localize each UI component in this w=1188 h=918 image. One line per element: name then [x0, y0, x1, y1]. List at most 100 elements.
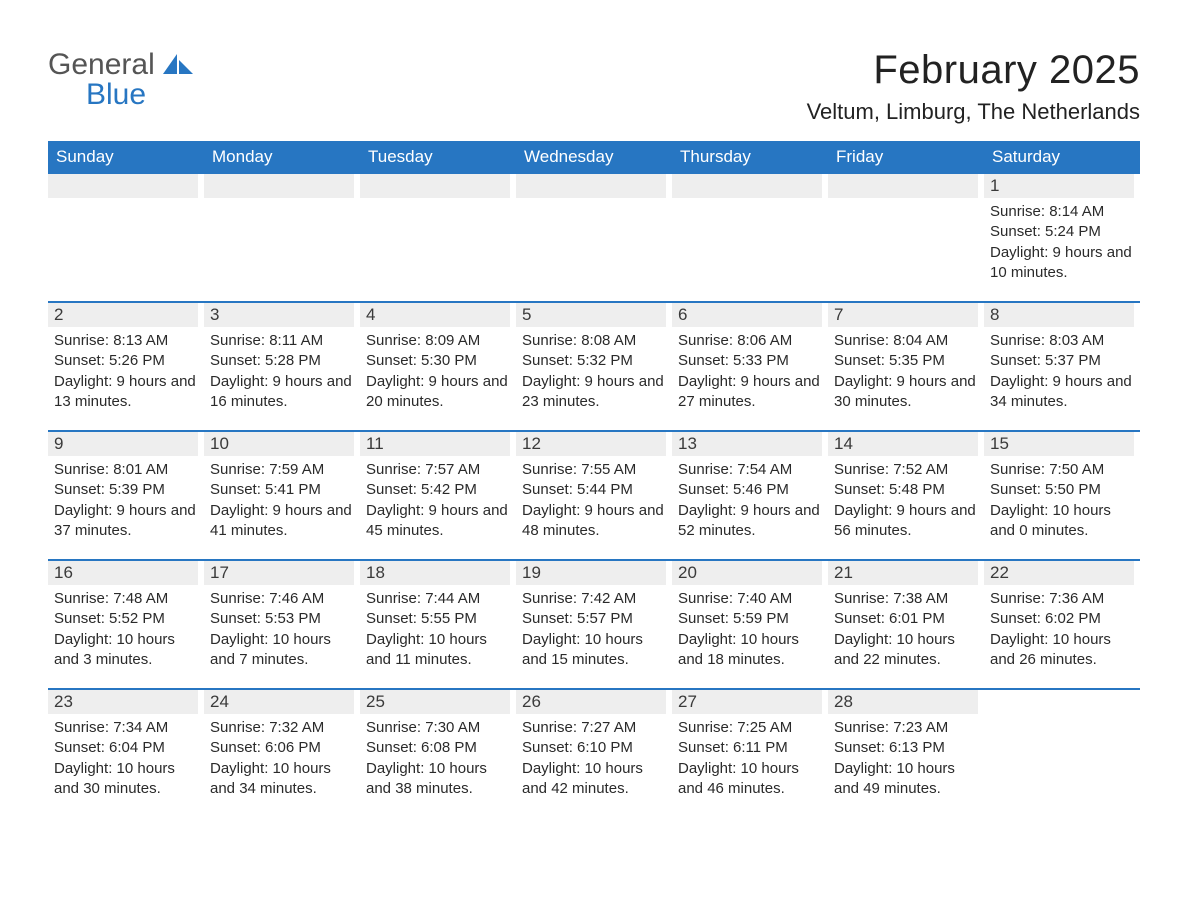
weekday-header: Wednesday [516, 141, 672, 174]
calendar-cell: 20Sunrise: 7:40 AMSunset: 5:59 PMDayligh… [672, 561, 828, 670]
brand-sail-icon [163, 52, 193, 74]
sunset-line: Sunset: 6:08 PM [366, 738, 510, 758]
sunset-line: Sunset: 5:46 PM [678, 480, 822, 500]
daylight-line: Daylight: 9 hours and 48 minutes. [522, 501, 666, 542]
day-number: 4 [360, 303, 510, 327]
day-number: 25 [360, 690, 510, 714]
sunrise-line: Sunrise: 7:27 AM [522, 718, 666, 738]
day-number: 11 [360, 432, 510, 456]
calendar-week: 16Sunrise: 7:48 AMSunset: 5:52 PMDayligh… [48, 559, 1140, 688]
calendar-page: General Blue February 2025 Veltum, Limbu… [0, 0, 1188, 918]
weekday-header: Sunday [48, 141, 204, 174]
day-details: Sunrise: 7:50 AMSunset: 5:50 PMDaylight:… [984, 460, 1134, 541]
day-number: 13 [672, 432, 822, 456]
sunrise-line: Sunrise: 7:59 AM [210, 460, 354, 480]
calendar-cell [828, 174, 984, 283]
day-details: Sunrise: 7:46 AMSunset: 5:53 PMDaylight:… [204, 589, 354, 670]
calendar-weeks: 1Sunrise: 8:14 AMSunset: 5:24 PMDaylight… [48, 174, 1140, 817]
sunrise-line: Sunrise: 7:42 AM [522, 589, 666, 609]
day-details: Sunrise: 7:30 AMSunset: 6:08 PMDaylight:… [360, 718, 510, 799]
sunset-line: Sunset: 6:02 PM [990, 609, 1134, 629]
day-details: Sunrise: 7:32 AMSunset: 6:06 PMDaylight:… [204, 718, 354, 799]
sunset-line: Sunset: 5:26 PM [54, 351, 198, 371]
day-number: 23 [48, 690, 198, 714]
sunrise-line: Sunrise: 8:08 AM [522, 331, 666, 351]
sunset-line: Sunset: 5:55 PM [366, 609, 510, 629]
title-block: February 2025 Veltum, Limburg, The Nethe… [807, 48, 1140, 125]
daylight-line: Daylight: 10 hours and 15 minutes. [522, 630, 666, 671]
day-details: Sunrise: 8:03 AMSunset: 5:37 PMDaylight:… [984, 331, 1134, 412]
sunset-line: Sunset: 5:44 PM [522, 480, 666, 500]
calendar-cell: 3Sunrise: 8:11 AMSunset: 5:28 PMDaylight… [204, 303, 360, 412]
sunset-line: Sunset: 6:11 PM [678, 738, 822, 758]
daylight-line: Daylight: 9 hours and 20 minutes. [366, 372, 510, 413]
day-number: 1 [984, 174, 1134, 198]
calendar-cell: 8 Sunrise: 8:03 AMSunset: 5:37 PMDaylight… [984, 303, 1140, 412]
sunset-line: Sunset: 5:59 PM [678, 609, 822, 629]
sunrise-line: Sunrise: 7:34 AM [54, 718, 198, 738]
day-details: Sunrise: 7:36 AMSunset: 6:02 PMDaylight:… [984, 589, 1134, 670]
calendar-week: 2Sunrise: 8:13 AMSunset: 5:26 PMDaylight… [48, 301, 1140, 430]
calendar-cell [672, 174, 828, 283]
day-details: Sunrise: 7:23 AMSunset: 6:13 PMDaylight:… [828, 718, 978, 799]
day-details: Sunrise: 7:27 AMSunset: 6:10 PMDaylight:… [516, 718, 666, 799]
calendar-cell: 16Sunrise: 7:48 AMSunset: 5:52 PMDayligh… [48, 561, 204, 670]
daylight-line: Daylight: 10 hours and 49 minutes. [834, 759, 978, 800]
calendar-cell: 27Sunrise: 7:25 AMSunset: 6:11 PMDayligh… [672, 690, 828, 799]
brand-logo-text: General Blue [48, 48, 193, 110]
day-number: 8 [984, 303, 1134, 327]
sunrise-line: Sunrise: 7:55 AM [522, 460, 666, 480]
sunrise-line: Sunrise: 7:52 AM [834, 460, 978, 480]
location-subtitle: Veltum, Limburg, The Netherlands [807, 99, 1140, 125]
sunrise-line: Sunrise: 7:57 AM [366, 460, 510, 480]
day-details: Sunrise: 7:44 AMSunset: 5:55 PMDaylight:… [360, 589, 510, 670]
daylight-line: Daylight: 10 hours and 42 minutes. [522, 759, 666, 800]
weekday-header: Monday [204, 141, 360, 174]
sunset-line: Sunset: 5:33 PM [678, 351, 822, 371]
sunrise-line: Sunrise: 7:25 AM [678, 718, 822, 738]
calendar-cell [204, 174, 360, 283]
day-details: Sunrise: 7:52 AMSunset: 5:48 PMDaylight:… [828, 460, 978, 541]
sunrise-line: Sunrise: 8:14 AM [990, 202, 1134, 222]
day-number: 15 [984, 432, 1134, 456]
sunrise-line: Sunrise: 8:09 AM [366, 331, 510, 351]
daylight-line: Daylight: 10 hours and 22 minutes. [834, 630, 978, 671]
calendar-cell: 22Sunrise: 7:36 AMSunset: 6:02 PMDayligh… [984, 561, 1140, 670]
day-number: 21 [828, 561, 978, 585]
sunrise-line: Sunrise: 7:54 AM [678, 460, 822, 480]
daylight-line: Daylight: 10 hours and 30 minutes. [54, 759, 198, 800]
calendar-week: 1Sunrise: 8:14 AMSunset: 5:24 PMDaylight… [48, 174, 1140, 301]
weekday-header: Thursday [672, 141, 828, 174]
sunset-line: Sunset: 5:39 PM [54, 480, 198, 500]
day-details: Sunrise: 8:08 AMSunset: 5:32 PMDaylight:… [516, 331, 666, 412]
sunset-line: Sunset: 5:48 PM [834, 480, 978, 500]
day-number: 27 [672, 690, 822, 714]
day-details: Sunrise: 7:38 AMSunset: 6:01 PMDaylight:… [828, 589, 978, 670]
day-number: 26 [516, 690, 666, 714]
calendar-cell [48, 174, 204, 283]
brand-part2: Blue [86, 80, 146, 110]
calendar-cell: 25 Sunrise: 7:30 AMSunset: 6:08 PMDayligh… [360, 690, 516, 799]
calendar-cell [360, 174, 516, 283]
sunrise-line: Sunrise: 7:23 AM [834, 718, 978, 738]
sunrise-line: Sunrise: 7:36 AM [990, 589, 1134, 609]
calendar-cell: 5Sunrise: 8:08 AMSunset: 5:32 PMDaylight… [516, 303, 672, 412]
sunrise-line: Sunrise: 7:48 AM [54, 589, 198, 609]
day-number: 28 [828, 690, 978, 714]
empty-daynum-pad [516, 174, 666, 198]
day-number: 24 [204, 690, 354, 714]
daylight-line: Daylight: 10 hours and 3 minutes. [54, 630, 198, 671]
day-details: Sunrise: 7:55 AMSunset: 5:44 PMDaylight:… [516, 460, 666, 541]
sunrise-line: Sunrise: 7:38 AM [834, 589, 978, 609]
sunrise-line: Sunrise: 8:01 AM [54, 460, 198, 480]
day-number: 6 [672, 303, 822, 327]
sunrise-line: Sunrise: 8:06 AM [678, 331, 822, 351]
sunrise-line: Sunrise: 7:50 AM [990, 460, 1134, 480]
sunset-line: Sunset: 5:35 PM [834, 351, 978, 371]
empty-daynum-pad [204, 174, 354, 198]
daylight-line: Daylight: 9 hours and 30 minutes. [834, 372, 978, 413]
sunset-line: Sunset: 5:32 PM [522, 351, 666, 371]
day-number: 3 [204, 303, 354, 327]
day-number: 12 [516, 432, 666, 456]
page-title: February 2025 [807, 48, 1140, 93]
